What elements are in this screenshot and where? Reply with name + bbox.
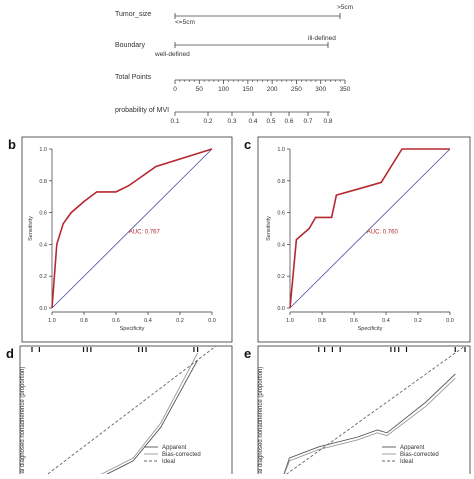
legend-label: Apparent xyxy=(162,445,187,451)
nomogram-tick-label: 0.2 xyxy=(203,118,212,125)
nomogram-tick-label: 0.7 xyxy=(303,118,312,125)
y-tick-label: 1.0 xyxy=(277,147,285,153)
x-tick-label: 1.0 xyxy=(286,318,294,324)
nomogram: Tumor_size <=5cm >5cm Boundary well-defi… xyxy=(115,4,353,125)
x-tick-label: 0.2 xyxy=(176,318,184,324)
x-axis-label: Specificity xyxy=(120,326,145,332)
panel-letter: d xyxy=(6,346,14,361)
auc-annotation: AUC: 0.760 xyxy=(367,229,399,235)
calibration-line xyxy=(278,345,466,479)
nomogram-max-label: ill-defined xyxy=(308,35,336,42)
panel-letter: c xyxy=(244,137,251,152)
nomogram-max-label: >5cm xyxy=(337,4,353,11)
nomogram-row-label: Total Points xyxy=(115,74,152,81)
nomogram-min-label: <=5cm xyxy=(175,19,195,26)
nomogram-tick-label: 0.5 xyxy=(266,118,275,125)
nomogram-tick-label: 0.3 xyxy=(227,118,236,125)
y-axis-label: Sensitivity xyxy=(28,216,34,241)
x-tick-label: 0.2 xyxy=(414,318,422,324)
nomogram-tick-label: 100 xyxy=(218,86,229,93)
legend-label: Apparent xyxy=(400,445,425,451)
panel-frame xyxy=(257,345,471,479)
nomogram-row-label: probability of MVI xyxy=(115,107,169,114)
nomogram-tick-label: 0.1 xyxy=(170,118,179,125)
roc-panel-b: b 0.0 0.2 0.4 0.6 0.8 1.0 1.0 0.8 0.6 0.4 0.2 0.0 Spe… xyxy=(8,136,233,343)
panel-frame xyxy=(257,136,471,343)
y-tick-label: 0.0 xyxy=(277,306,285,312)
y-tick-label: 1.0 xyxy=(39,147,47,153)
nomogram-tick-label: 0.8 xyxy=(323,118,332,125)
roc-panel-c: c 0.0 0.2 0.4 0.6 0.8 1.0 1.0 0.8 0.6 0.4 0.2 0.0 Spe… xyxy=(244,136,471,343)
panel-frame xyxy=(21,136,233,343)
nomogram-tick-label: 0.6 xyxy=(284,118,293,125)
nomogram-row-label: Boundary xyxy=(115,42,145,49)
nomogram-tick-label: 0 xyxy=(173,86,177,93)
nomogram-tick-label: 300 xyxy=(315,86,326,93)
y-tick-label: 0.2 xyxy=(39,274,47,280)
reference-line xyxy=(51,148,213,309)
panel-frame xyxy=(19,345,233,479)
x-tick-label: 0.4 xyxy=(144,318,152,324)
panel-letter: e xyxy=(244,346,251,361)
x-tick-label: 0.8 xyxy=(80,318,88,324)
nomogram-row-label: Tumor_size xyxy=(115,11,151,18)
nomogram-tick-label: 250 xyxy=(291,86,302,93)
x-tick-label: 0.6 xyxy=(112,318,120,324)
roc-curve xyxy=(289,148,450,309)
y-axis-label: Actual diagnosed nonadherence (proportio… xyxy=(20,367,26,474)
nomogram-tick-label: 50 xyxy=(196,86,204,93)
calibration-line xyxy=(40,345,217,479)
nomogram-tick-label: 200 xyxy=(267,86,278,93)
x-tick-label: 0.0 xyxy=(208,318,216,324)
y-axis-label: Sensitivity xyxy=(266,216,272,241)
y-tick-label: 0.6 xyxy=(39,211,47,217)
nomogram-tick-label: 0.4 xyxy=(248,118,257,125)
total-points-ticks: 0 50 100 150 200 250 300 350 xyxy=(173,80,351,93)
x-axis-label: Specificity xyxy=(358,326,383,332)
x-tick-label: 0.0 xyxy=(446,318,454,324)
legend-label: Ideal xyxy=(162,459,175,465)
y-tick-label: 0.8 xyxy=(277,179,285,185)
y-tick-label: 0.6 xyxy=(277,211,285,217)
x-tick-label: 1.0 xyxy=(48,318,56,324)
calibration-line xyxy=(281,373,456,479)
nomogram-tick-label: 150 xyxy=(242,86,253,93)
roc-curve xyxy=(51,148,213,309)
legend-label: Ideal xyxy=(400,459,413,465)
y-tick-label: 0.4 xyxy=(39,242,47,248)
y-tick-label: 0.4 xyxy=(277,242,285,248)
calibration-panel-e: e Actual diagnosed nonadherence (proporti… xyxy=(244,345,471,479)
nomogram-tick-label: 350 xyxy=(340,86,351,93)
calibration-panel-d: d Actual diagnosed nonadherence (proporti… xyxy=(6,345,233,479)
probability-ticks: 0.1 0.2 0.3 0.4 0.5 0.6 0.7 0.8 xyxy=(170,112,333,125)
auc-annotation: AUC: 0.767 xyxy=(129,229,161,235)
x-tick-label: 0.6 xyxy=(350,318,358,324)
y-tick-label: 0.0 xyxy=(39,306,47,312)
nomogram-min-label: well-defined xyxy=(154,51,190,58)
legend-label: Bias-corrected xyxy=(400,452,439,458)
calibration-line xyxy=(282,377,456,479)
x-tick-label: 0.4 xyxy=(382,318,390,324)
y-tick-label: 0.2 xyxy=(277,274,285,280)
panel-letter: b xyxy=(8,137,16,152)
x-tick-label: 0.8 xyxy=(318,318,326,324)
y-tick-label: 0.8 xyxy=(39,179,47,185)
legend-label: Bias-corrected xyxy=(162,452,201,458)
reference-line xyxy=(289,148,451,309)
y-axis-label: Actual diagnosed nonadherence (proportio… xyxy=(258,367,264,474)
